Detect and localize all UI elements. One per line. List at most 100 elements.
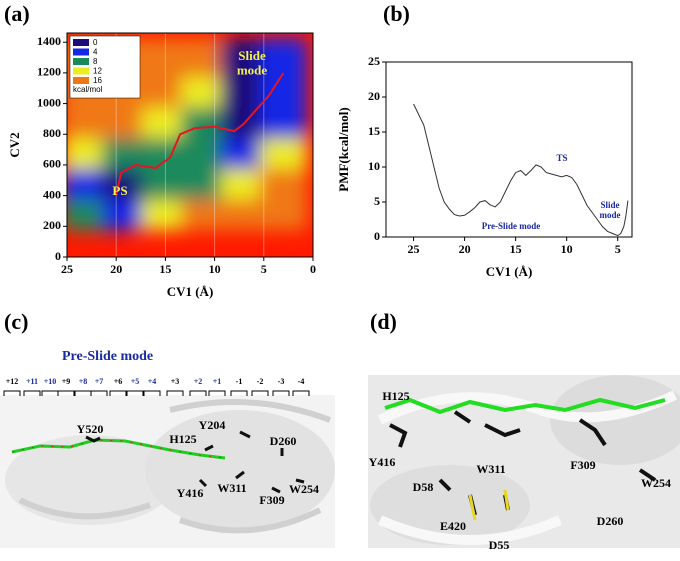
subsite-bracket xyxy=(143,390,161,396)
legend-swatch xyxy=(73,77,89,84)
subsite-bracket xyxy=(230,390,248,396)
legend-label: 12 xyxy=(93,67,102,76)
residue-label: H125 xyxy=(382,389,409,403)
y-tick-label: 1000 xyxy=(37,95,61,109)
residue-label: E420 xyxy=(440,519,466,533)
subsite-label: +6 xyxy=(114,377,123,386)
subsite-bracket xyxy=(166,390,184,396)
legend-swatch xyxy=(73,67,89,75)
subsite-bracket xyxy=(3,390,21,396)
subsite-label: +2 xyxy=(194,377,203,386)
residue-label: D55 xyxy=(489,538,510,552)
y-tick-label: 20 xyxy=(368,89,380,103)
annotation: Slide mode xyxy=(600,200,621,220)
subsite-bracket xyxy=(251,390,269,396)
x-tick-label: 5 xyxy=(261,262,267,276)
structure-image-d xyxy=(368,375,680,548)
path-line xyxy=(115,72,285,196)
subsite-label: -3 xyxy=(278,377,285,386)
subsite-label: +3 xyxy=(171,377,180,386)
x-tick-label: 15 xyxy=(159,262,171,276)
subsite-bracket xyxy=(90,390,108,396)
subsite-bracket xyxy=(57,390,75,396)
residue-label: Y416 xyxy=(177,486,204,500)
subsite-label: +8 xyxy=(79,377,88,386)
annotation: Slide mode xyxy=(237,48,268,77)
subsite-bracket xyxy=(208,390,226,396)
y-tick-label: 15 xyxy=(368,124,380,138)
legend-box xyxy=(69,35,141,99)
subsite-bracket xyxy=(189,390,207,396)
subsite-label: +1 xyxy=(213,377,222,386)
x-tick-label: 5 xyxy=(615,242,621,256)
residue-label: Y416 xyxy=(369,455,396,469)
legend-label: 4 xyxy=(93,48,98,57)
y-tick-label: 800 xyxy=(43,126,61,140)
legend-label: 16 xyxy=(93,76,102,85)
heatmap xyxy=(67,33,308,257)
heatmap-cells xyxy=(67,38,308,231)
y-tick-label: 0 xyxy=(374,229,380,243)
y-tick-label: 600 xyxy=(43,157,61,171)
residue-label: W254 xyxy=(641,476,671,490)
residue-label: W311 xyxy=(476,462,505,476)
residue-label: H125 xyxy=(169,432,196,446)
subsite-label: -1 xyxy=(236,377,243,386)
residue-label: W311 xyxy=(217,481,246,495)
annotation: PS xyxy=(112,183,127,198)
subsite-label: -4 xyxy=(298,377,305,386)
y-tick-label: 0 xyxy=(55,249,61,263)
residue-label: F309 xyxy=(259,493,284,507)
y-tick-label: 1200 xyxy=(37,65,61,79)
legend-label: 0 xyxy=(93,38,98,47)
legend-swatch xyxy=(73,39,89,46)
x-tick-label: 10 xyxy=(209,262,221,276)
annotation: Pre-Slide mode xyxy=(482,221,541,231)
plot-frame xyxy=(66,32,314,258)
subsite-label: +7 xyxy=(95,377,104,386)
panel-label: (b) xyxy=(383,1,410,26)
residue-label: Y204 xyxy=(199,418,226,432)
heat-cell xyxy=(259,38,308,77)
subsite-bracket xyxy=(126,390,144,396)
y-axis-title: PMF(kcal/mol) xyxy=(336,107,351,191)
y-tick-label: 25 xyxy=(368,54,380,68)
legend-swatch xyxy=(73,48,89,56)
residue-label: D58 xyxy=(413,480,434,494)
x-tick-label: 25 xyxy=(61,262,73,276)
residue-label: Y520 xyxy=(77,422,104,436)
x-tick-label: 15 xyxy=(510,242,522,256)
x-tick-label: 25 xyxy=(408,242,420,256)
subsite-label: +9 xyxy=(62,377,71,386)
panel-title: Pre-Slide mode xyxy=(62,349,153,364)
subsite-bracket xyxy=(272,390,290,396)
residue-label: D260 xyxy=(597,514,624,528)
y-axis-title: CV2 xyxy=(7,132,22,157)
residue-label: W254 xyxy=(289,482,319,496)
residue-label: D260 xyxy=(270,434,297,448)
subsite-label: -2 xyxy=(257,377,264,386)
y-tick-label: 200 xyxy=(43,218,61,232)
residue-label: F309 xyxy=(570,458,595,472)
legend-unit: kcal/mol xyxy=(73,85,103,94)
plot-frame xyxy=(385,61,633,238)
y-tick-label: 10 xyxy=(368,159,380,173)
x-tick-label: 20 xyxy=(459,242,471,256)
subsite-label: +11 xyxy=(26,377,38,386)
annotation: TS xyxy=(556,153,567,163)
x-axis-title: CV1 (Å) xyxy=(167,284,214,299)
subsite-label: +5 xyxy=(131,377,140,386)
y-tick-label: 400 xyxy=(43,187,61,201)
x-tick-label: 10 xyxy=(561,242,573,256)
subsite-label: +4 xyxy=(148,377,157,386)
x-axis-title: CV1 (Å) xyxy=(486,264,533,279)
x-tick-label: 20 xyxy=(110,262,122,276)
subsite-bracket xyxy=(109,390,127,396)
y-tick-label: 1400 xyxy=(37,34,61,48)
y-tick-label: 5 xyxy=(374,194,380,208)
structure-image-c xyxy=(0,395,335,548)
panel-label: (c) xyxy=(4,309,28,334)
legend-label: 8 xyxy=(93,57,98,66)
subsite-bracket xyxy=(292,390,310,396)
